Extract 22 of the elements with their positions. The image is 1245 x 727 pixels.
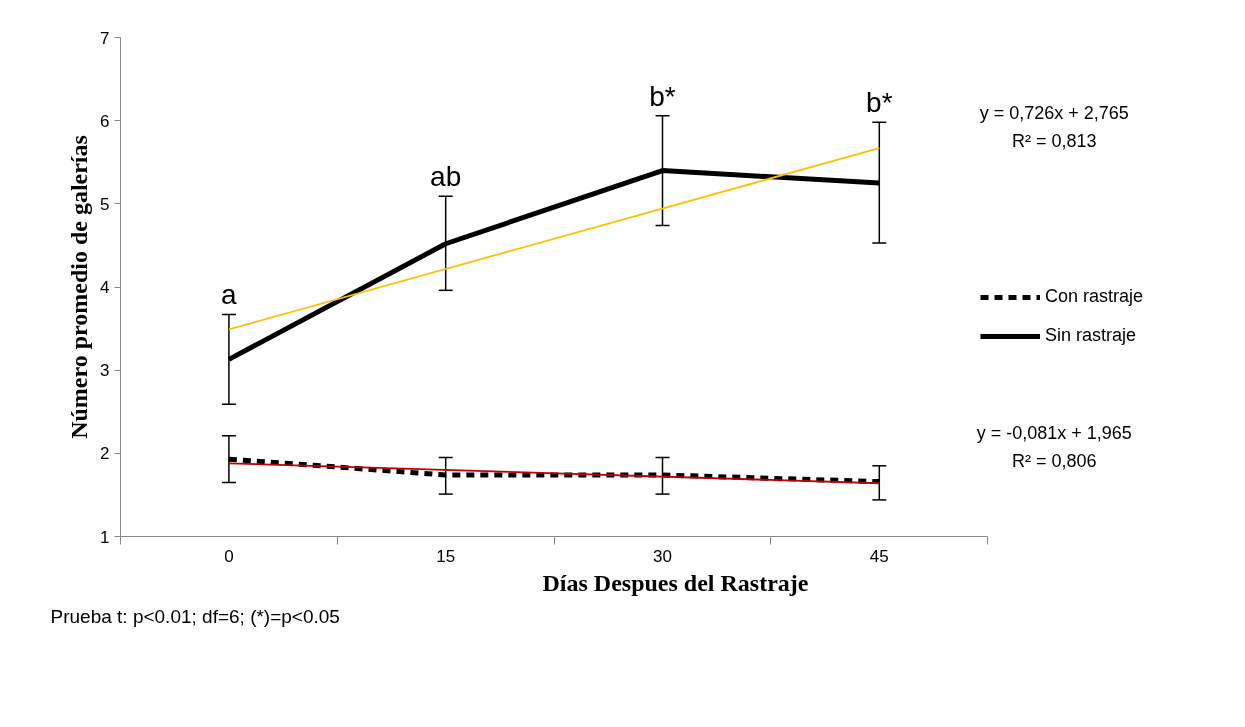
y-tick-label: 6 — [100, 111, 110, 131]
annotation: b* — [866, 87, 893, 119]
annotation: y = -0,081x + 1,965 R² = 0,806 — [976, 423, 1132, 472]
y-tick-label: 4 — [100, 278, 110, 297]
y-tick-label: 5 — [100, 194, 110, 214]
y-axis-title: Número promedio de galerías — [66, 135, 93, 439]
annotation: a — [221, 279, 238, 311]
annotation: y = 0,726x + 2,765 R² = 0,813 — [979, 103, 1129, 152]
x-tick-label: 15 — [436, 546, 456, 566]
y-tick-label: 3 — [100, 361, 110, 381]
y-tick-label: 7 — [100, 28, 110, 48]
annotation: b* — [649, 80, 676, 112]
legend-label: Con rastraje — [1045, 286, 1144, 307]
y-tick-label: 2 — [100, 444, 110, 464]
x-axis-title: Días Despues del Rastraje — [542, 569, 809, 596]
legend-label: Sin rastraje — [1045, 325, 1137, 346]
text: Prueba t: p<0.01; df=6; (*)=p<0.05 — [50, 605, 340, 627]
x-tick-label: 0 — [224, 546, 234, 566]
x-tick-label: 30 — [653, 546, 672, 566]
y-tick-label: 1 — [100, 527, 110, 547]
x-tick-label: 45 — [869, 546, 889, 566]
annotation: ab — [430, 161, 462, 193]
